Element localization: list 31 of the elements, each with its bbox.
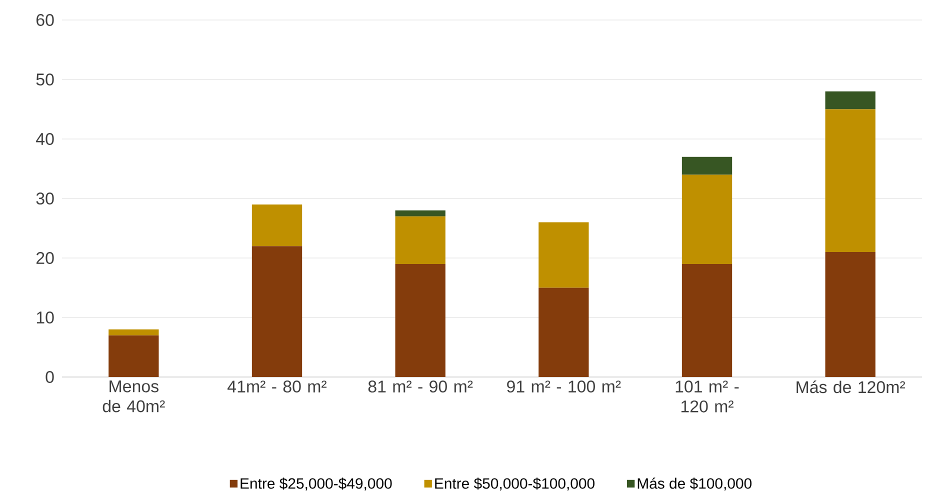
x-tick-label: Menos de 40m² [102,380,165,412]
x-tick-label: 91 m² - 100 m² [507,380,621,393]
x-tick-label: 41m² - 80 m² [228,380,327,393]
y-tick-label: 60 [36,14,54,26]
bar [108,335,159,377]
y-tick-label: 20 [36,252,54,264]
bar [108,329,159,336]
y-tick-label: 10 [36,312,54,324]
bar [252,204,302,246]
bar [395,216,446,264]
bar [538,222,589,288]
y-tick-label: 50 [36,74,54,86]
bar [395,264,446,377]
legend-label: Más de $100,000 [638,478,752,491]
bar [682,264,732,377]
bar [825,109,876,252]
x-tick-label: Más de 120m² [796,380,906,394]
y-tick-label: 0 [46,371,54,384]
y-tick-label: 30 [36,192,54,204]
x-tick-label: 101 m² - 120 m² [676,380,739,412]
bar [825,252,876,377]
bar [395,210,446,216]
x-tick-label: 81 m² - 90 m² [368,380,473,393]
bar [682,174,732,264]
legend-label: Entre $50,000-$100,000 [435,478,594,491]
bar [538,288,589,377]
bar [252,246,302,377]
bar [825,91,876,110]
y-tick-label: 40 [36,133,54,145]
bar [682,156,732,175]
legend-label: Entre $25,000-$49,000 [240,478,392,491]
